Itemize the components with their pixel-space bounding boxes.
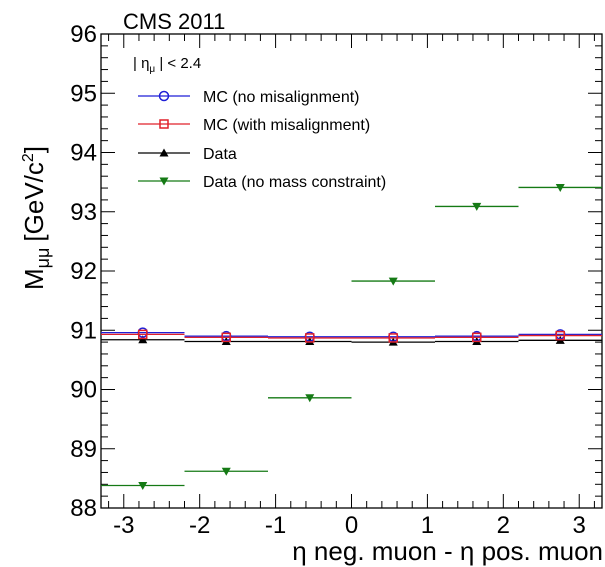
- legend-marker: [159, 119, 169, 129]
- data-series: [101, 183, 602, 490]
- y-label-unit: [GeV/c: [19, 162, 49, 241]
- x-tick-label: 0: [345, 512, 358, 539]
- series-triangle-down: [101, 183, 602, 490]
- x-tick-label: 1: [421, 512, 434, 539]
- y-tick-label: 94: [70, 140, 97, 167]
- experiment-title: CMS 2011: [123, 9, 225, 34]
- data-point: [138, 481, 148, 490]
- legend: MC (no misalignment) MC (with misalignmen…: [138, 89, 386, 191]
- y-tick-label: 91: [70, 317, 97, 344]
- x-tick-label: -3: [113, 512, 134, 539]
- data-point: [138, 335, 148, 344]
- eta-cut-label: | ημ | < 2.4: [133, 55, 201, 75]
- data-point: [555, 330, 565, 341]
- y-label-sub: μμ: [33, 248, 53, 269]
- y-tick-label: 95: [70, 80, 97, 107]
- y-label-sup: 2: [20, 153, 37, 162]
- legend-entry-label: Data: [203, 146, 237, 163]
- x-tick-label: 2: [497, 512, 510, 539]
- data-point: [305, 394, 315, 403]
- eta-cut-prefix: | η: [133, 55, 149, 72]
- legend-entry-label: MC (no misalignment): [203, 89, 359, 106]
- legend-marker: [158, 90, 170, 102]
- series-square: [101, 329, 602, 343]
- legend-entry-label: MC (with misalignment): [203, 117, 370, 134]
- y-tick-label: 96: [70, 21, 97, 48]
- y-axis-label: Mμμ [GeV/c2]: [19, 146, 53, 290]
- data-point: [221, 467, 231, 476]
- eta-cut-subscript: μ: [149, 64, 155, 75]
- y-tick-label: 90: [70, 377, 97, 404]
- data-point: [388, 333, 398, 343]
- data-point: [138, 329, 148, 340]
- eta-cut-suffix: | < 2.4: [155, 55, 201, 72]
- x-tick-label: -1: [265, 512, 286, 539]
- data-point: [221, 332, 231, 343]
- y-tick-label: 93: [70, 199, 97, 226]
- y-tick-label: 88: [70, 495, 97, 522]
- data-point: [472, 332, 482, 343]
- data-point: [388, 277, 398, 286]
- legend-marker: [159, 148, 169, 157]
- svg-text:Mμμ[GeV/c2]: Mμμ [GeV/c2]: [19, 146, 53, 290]
- x-tick-label: -2: [189, 512, 210, 539]
- data-point: [472, 202, 482, 211]
- y-label-close: ]: [19, 146, 49, 153]
- y-tick-label: 89: [70, 436, 97, 463]
- legend-marker: [159, 177, 169, 186]
- y-axis: 88 89 90 91 92 93 94 95 96: [70, 21, 602, 522]
- x-axis: -3 -2 -1 0 1 2 3: [108, 34, 595, 539]
- y-tick-label: 92: [70, 258, 97, 285]
- data-point: [305, 333, 315, 343]
- x-tick-label: 3: [573, 512, 586, 539]
- data-point: [555, 183, 565, 192]
- x-axis-label: η neg. muon - η pos. muon: [292, 536, 603, 566]
- y-label-main: M: [19, 268, 49, 290]
- legend-entry-label: Data (no mass constraint): [203, 174, 386, 191]
